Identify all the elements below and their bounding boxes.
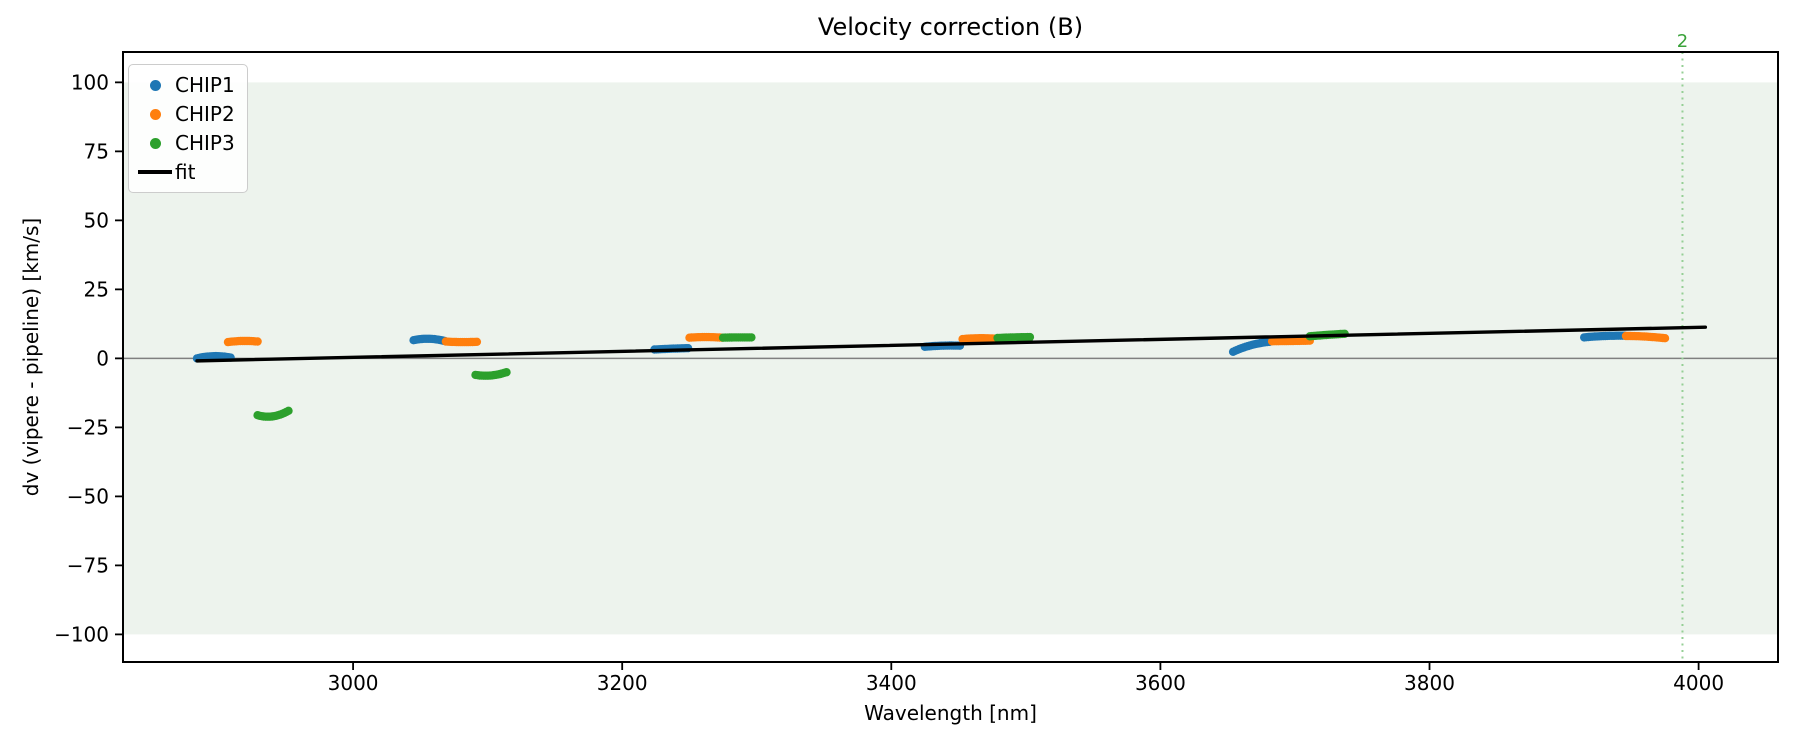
x-tick-label: 3200 (597, 671, 648, 695)
legend-dot-marker (135, 108, 175, 120)
y-tick-label: −50 (67, 484, 109, 508)
series-CHIP3-points (253, 329, 1349, 421)
y-axis-label: dv (vipere - pipeline) [km/s] (19, 217, 43, 497)
legend-item-CHIP1: CHIP1 (135, 72, 235, 98)
y-tick-label: 50 (84, 208, 109, 232)
axes-frame (122, 51, 1779, 663)
legend-item-CHIP3: CHIP3 (135, 130, 235, 156)
legend-item-fit: fit (135, 159, 235, 185)
x-tick-label: 4000 (1673, 671, 1724, 695)
legend-line-marker (135, 170, 175, 174)
order-marker-label: 2 (1677, 31, 1688, 52)
fit-line (195, 325, 1708, 363)
x-tick-label: 3800 (1404, 671, 1455, 695)
y-tick-label: 75 (84, 139, 109, 163)
legend-item-CHIP2: CHIP2 (135, 101, 235, 127)
chart-title: Velocity correction (B) (817, 13, 1084, 41)
series-CHIP2-points (223, 331, 1670, 347)
legend-item-label: CHIP1 (175, 73, 235, 97)
y-tick-label: −25 (67, 415, 109, 439)
x-tick-label: 3000 (328, 671, 379, 695)
legend-dot-marker (135, 137, 175, 149)
x-tick-label: 3400 (866, 671, 917, 695)
legend-item-label: fit (175, 160, 196, 184)
y-tick-label: 0 (96, 346, 109, 370)
legend-item-label: CHIP2 (175, 102, 235, 126)
y-tick-label: −75 (67, 553, 109, 577)
y-tick-label: 25 (84, 277, 109, 301)
y-tick-label: −100 (54, 622, 109, 646)
x-axis-label: Wavelength [nm] (864, 701, 1037, 725)
y-tick-label: 100 (71, 70, 109, 94)
legend-box: CHIP1 CHIP2 CHIP3 fit (128, 64, 248, 193)
legend-item-label: CHIP3 (175, 131, 235, 155)
legend-dot-marker (135, 79, 175, 91)
x-tick-label: 3600 (1135, 671, 1186, 695)
